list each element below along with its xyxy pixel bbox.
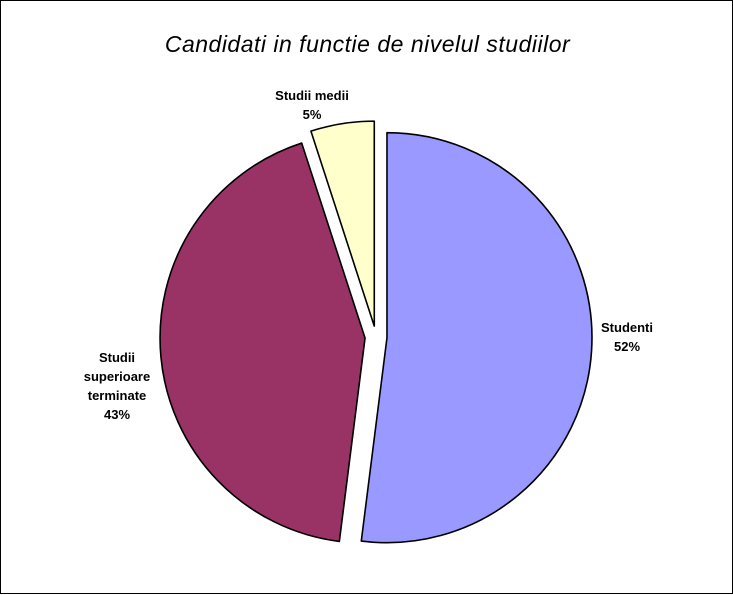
pie-slice-studenti — [360, 131, 593, 544]
slice-percent-label: 43% — [104, 407, 130, 422]
slice-label-studii-medii: Studii medii 5% — [275, 88, 349, 122]
chart-title: Candidati in functie de nivelul studiilo… — [164, 31, 571, 57]
pie-slice-studii-medii — [310, 120, 376, 327]
slice-percent-label: 52% — [614, 339, 640, 354]
slice-label-studenti: Studenti 52% — [601, 320, 653, 354]
slice-category-label: superioare — [84, 369, 150, 384]
slice-category-label: terminate — [88, 388, 147, 403]
pie-slice-studii-superioare-terminate — [159, 142, 366, 543]
slice-label-studii-superioare-terminate: Studii superioare terminate 43% — [84, 350, 150, 422]
slice-category-label: Studii — [99, 350, 135, 365]
slice-percent-label: 5% — [303, 107, 322, 122]
slice-category-label: Studenti — [601, 320, 653, 335]
slice-category-label: Studii medii — [275, 88, 349, 103]
